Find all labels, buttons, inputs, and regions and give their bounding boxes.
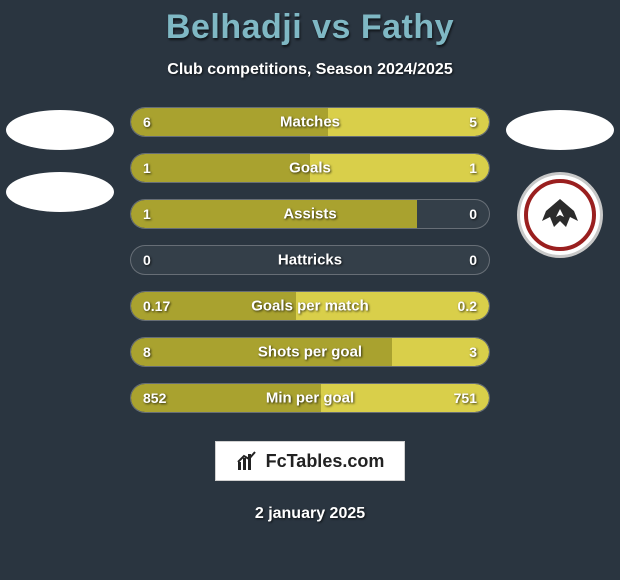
stat-label: Matches <box>280 114 340 131</box>
stat-value-right: 1 <box>469 160 477 176</box>
stat-value-left: 1 <box>143 160 151 176</box>
stat-label: Hattricks <box>278 252 342 269</box>
stat-row: 852 751 Min per goal <box>130 383 490 413</box>
brand-watermark[interactable]: FcTables.com <box>215 441 406 481</box>
snapshot-date: 2 january 2025 <box>255 505 365 523</box>
stat-label: Goals <box>289 160 331 177</box>
right-player-badges <box>500 110 620 258</box>
stat-value-left: 852 <box>143 390 166 406</box>
player-placeholder-icon <box>6 110 114 150</box>
stat-value-right: 751 <box>454 390 477 406</box>
stats-list: 6 5 Matches 1 1 Goals 1 0 Assists 0 0 Hattricks 0.17… <box>130 107 490 413</box>
stat-value-left: 0 <box>143 252 151 268</box>
stat-row: 8 3 Shots per goal <box>130 337 490 367</box>
stat-value-left: 1 <box>143 206 151 222</box>
chart-icon <box>236 450 258 472</box>
stat-value-left: 8 <box>143 344 151 360</box>
stat-value-left: 0.17 <box>143 298 170 314</box>
stat-value-right: 0 <box>469 252 477 268</box>
badge-ring <box>524 179 596 251</box>
club-badge-icon <box>517 172 603 258</box>
stat-label: Shots per goal <box>258 344 362 361</box>
stat-value-right: 5 <box>469 114 477 130</box>
stat-bar-right <box>310 154 489 182</box>
club-placeholder-icon <box>6 172 114 212</box>
comparison-subtitle: Club competitions, Season 2024/2025 <box>167 61 452 79</box>
stat-label: Min per goal <box>266 390 354 407</box>
stat-bar-right <box>328 108 489 136</box>
stat-value-left: 6 <box>143 114 151 130</box>
stat-bar-left <box>131 154 310 182</box>
stat-row: 1 0 Assists <box>130 199 490 229</box>
stat-row: 6 5 Matches <box>130 107 490 137</box>
stat-value-right: 0.2 <box>458 298 477 314</box>
stat-label: Goals per match <box>251 298 369 315</box>
brand-text: FcTables.com <box>266 451 385 472</box>
stat-bar-left <box>131 200 417 228</box>
stat-value-right: 0 <box>469 206 477 222</box>
stat-row: 1 1 Goals <box>130 153 490 183</box>
comparison-title: Belhadji vs Fathy <box>166 8 454 47</box>
player-placeholder-icon <box>506 110 614 150</box>
left-player-badges <box>0 110 120 212</box>
stat-label: Assists <box>283 206 336 223</box>
stat-row: 0.17 0.2 Goals per match <box>130 291 490 321</box>
stat-row: 0 0 Hattricks <box>130 245 490 275</box>
stat-value-right: 3 <box>469 344 477 360</box>
